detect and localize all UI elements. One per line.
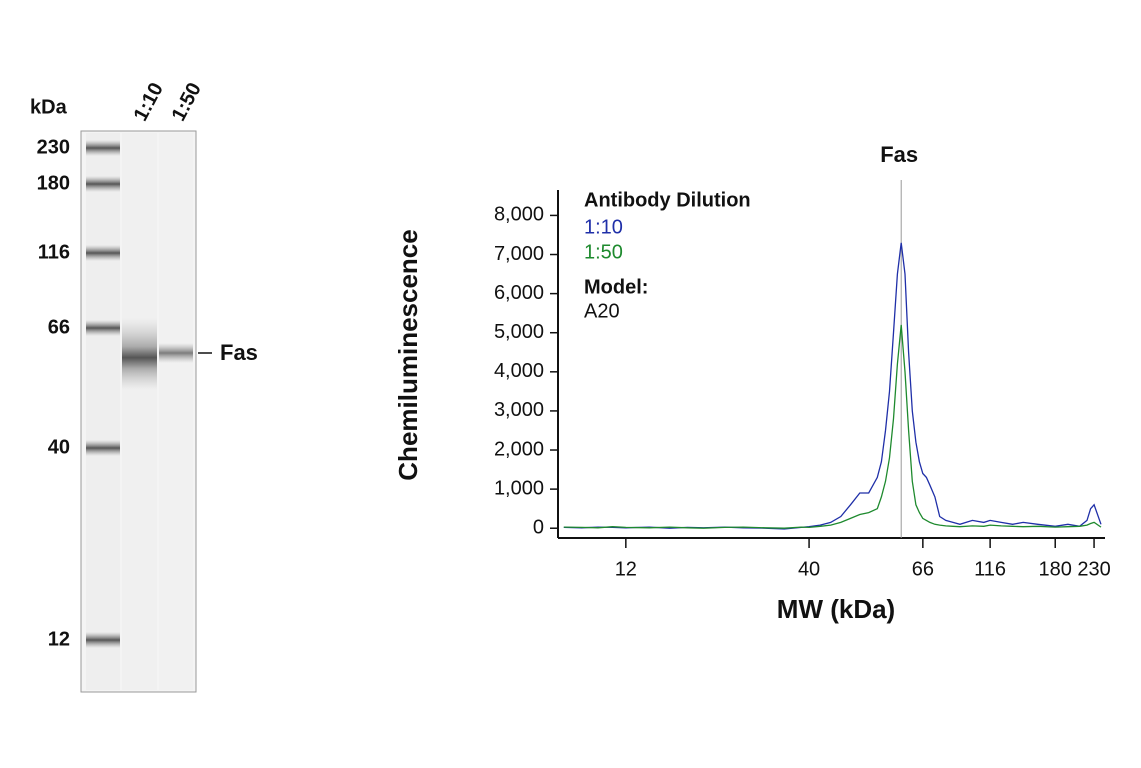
ladder-band	[86, 440, 120, 456]
y-tick-label: 2,000	[494, 438, 544, 460]
x-tick-label: 116	[974, 558, 1006, 580]
y-tick-label: 3,000	[494, 399, 544, 421]
ladder-label: 12	[48, 628, 70, 650]
y-tick-label: 5,000	[494, 321, 544, 343]
x-tick-label: 230	[1077, 558, 1110, 580]
lane	[159, 133, 193, 690]
y-axis-label: Chemiluminescence	[393, 229, 423, 480]
x-tick-label: 40	[798, 558, 820, 580]
series-line	[563, 324, 1102, 529]
y-tick-label: 1,000	[494, 477, 544, 499]
y-tick-label: 0	[533, 517, 544, 539]
ladder-band	[86, 245, 120, 261]
ladder-band	[86, 632, 120, 648]
band-label: Fas	[220, 340, 258, 365]
lane	[122, 133, 157, 690]
y-tick-label: 7,000	[494, 243, 544, 265]
ladder-label: 180	[37, 172, 70, 194]
ladder-band	[86, 320, 120, 336]
y-tick-label: 6,000	[494, 282, 544, 304]
x-axis-label: MW (kDa)	[777, 594, 895, 624]
ladder-label: 40	[48, 436, 70, 458]
x-tick-label: 12	[615, 558, 637, 580]
chart: Chemiluminescence MW (kDa) Antibody Dilu…	[393, 142, 1111, 624]
model: A20	[584, 300, 620, 322]
x-tick-label: 180	[1039, 558, 1072, 580]
band	[159, 343, 193, 363]
legend-title: Antibody Dilution	[584, 189, 751, 211]
ladder-label: 116	[38, 241, 70, 263]
y-tick-label: 4,000	[494, 360, 544, 382]
model-label: Model:	[584, 276, 648, 298]
legend-entry: 1:50	[584, 241, 623, 263]
ladder-lane	[86, 133, 120, 690]
annotation-label: Fas	[880, 142, 918, 167]
band	[122, 318, 157, 390]
gel: Fas kDa 1:10 1:50 230 180 116 66 40 12	[30, 79, 258, 693]
y-tick-label: 8,000	[494, 204, 544, 226]
ladder-label: 66	[48, 316, 70, 338]
x-tick-label: 66	[912, 558, 934, 580]
legend-entry: 1:10	[584, 216, 623, 238]
lane-label: 1:50	[168, 79, 206, 125]
ladder-band	[86, 140, 120, 156]
ladder-label: 230	[37, 136, 70, 158]
lane-label: 1:10	[130, 79, 168, 125]
ladder-band	[86, 176, 120, 192]
unit-label: kDa	[30, 96, 68, 118]
